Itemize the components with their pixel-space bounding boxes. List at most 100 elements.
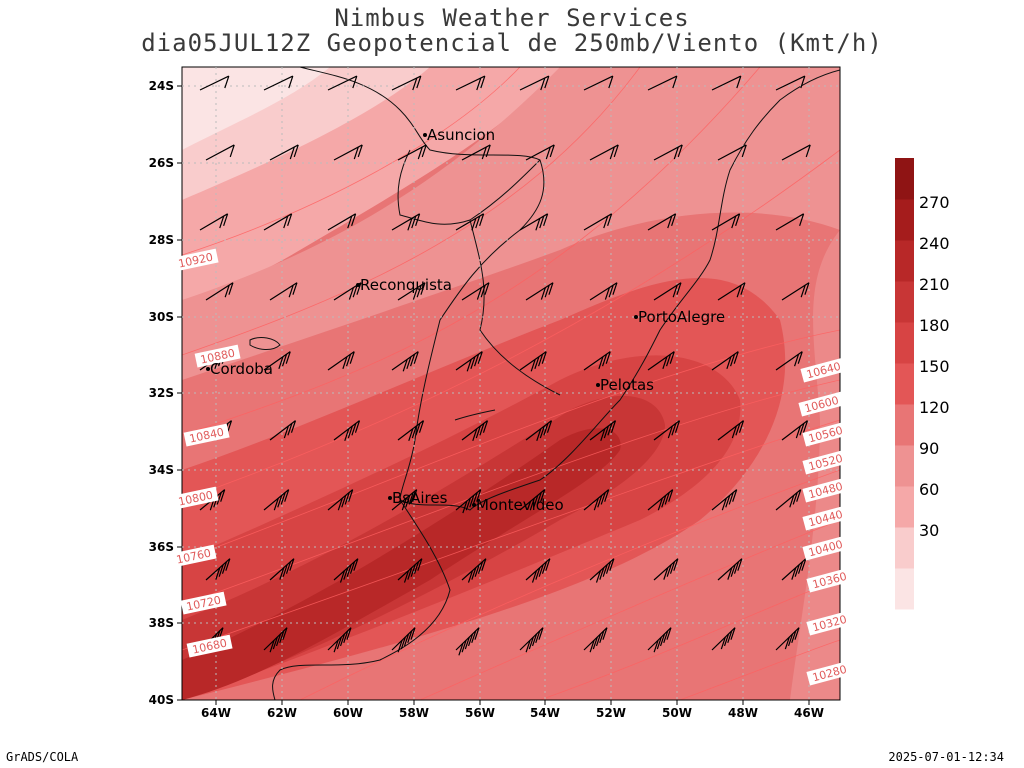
svg-text:Montevideo: Montevideo <box>476 496 564 514</box>
wind-barb <box>717 420 745 441</box>
wind-barb <box>461 282 490 301</box>
color-legend-label: 60 <box>919 480 939 499</box>
lat-tick-label: 26S <box>149 156 174 170</box>
wind-barb <box>583 213 613 231</box>
color-legend-label: 240 <box>919 234 950 253</box>
wind-barb <box>589 144 619 161</box>
svg-text:Reconquista: Reconquista <box>360 276 452 294</box>
color-legend-label: 150 <box>919 357 950 376</box>
lon-tick-label: 48W <box>728 706 758 720</box>
wind-barb <box>711 351 739 371</box>
wind-barb <box>199 75 230 91</box>
color-legend-label: 180 <box>919 316 950 335</box>
wind-barb <box>263 75 294 91</box>
wind-barb <box>455 351 483 372</box>
color-legend-label: 30 <box>919 521 939 540</box>
city-label: Montevideo <box>472 496 564 514</box>
city-label: Cordoba <box>206 360 273 378</box>
wind-barb <box>775 75 806 91</box>
wind-barb <box>717 144 747 161</box>
wind-barb <box>455 213 485 231</box>
wind-barb <box>525 420 553 441</box>
wind-barb <box>653 144 683 161</box>
wind-barb <box>333 420 361 441</box>
wind-barb <box>781 144 811 161</box>
color-legend-swatch <box>895 322 914 364</box>
wind-barb <box>781 282 810 301</box>
lat-tick-label: 40S <box>149 693 174 707</box>
svg-text:Asuncion: Asuncion <box>427 126 495 144</box>
wind-barb <box>397 282 426 301</box>
wind-barb <box>711 75 742 91</box>
wind-barb <box>519 489 546 511</box>
wind-barb <box>263 351 291 371</box>
wind-barbs <box>199 75 811 656</box>
wind-barb <box>519 75 550 91</box>
wind-barb <box>327 489 354 511</box>
chart-subtitle: dia05JUL12Z Geopotencial de 250mb/Viento… <box>141 29 883 57</box>
wind-barb <box>583 627 608 653</box>
color-legend-label: 210 <box>919 275 950 294</box>
wind-barb <box>711 627 736 651</box>
lat-tick-label: 36S <box>149 540 174 554</box>
wind-barb <box>775 489 802 511</box>
svg-text:BsAires: BsAires <box>392 489 448 507</box>
wind-barb <box>653 282 682 301</box>
wind-barb <box>205 558 231 581</box>
color-legend-swatch <box>895 486 914 528</box>
color-legend <box>895 158 914 610</box>
color-legend-swatch <box>895 281 914 323</box>
wind-barb <box>781 558 807 581</box>
wind-barb <box>525 144 555 161</box>
color-legend-swatch <box>895 527 914 569</box>
wind-barb <box>205 282 234 301</box>
color-legend-swatch <box>895 240 914 282</box>
wind-barb <box>589 282 618 301</box>
city-label: BsAires <box>388 489 448 507</box>
lon-tick-label: 46W <box>794 706 824 720</box>
city-label: Asuncion <box>423 126 495 144</box>
lon-tick-label: 56W <box>465 706 495 720</box>
wind-barb <box>333 144 363 161</box>
wind-barb <box>711 213 741 231</box>
wind-barb <box>461 144 491 161</box>
wind-barb <box>647 351 675 371</box>
wind-barb <box>391 213 421 231</box>
lat-tick-label: 24S <box>149 79 174 93</box>
color-legend-swatch <box>895 363 914 405</box>
wind-barb <box>205 144 235 161</box>
wind-barb <box>647 75 678 91</box>
color-legend-swatch <box>895 445 914 487</box>
lon-tick-label: 50W <box>662 706 692 720</box>
wind-barb <box>269 144 299 161</box>
wind-barb <box>461 558 487 583</box>
wind-barb <box>327 627 352 653</box>
color-legend-label: 120 <box>919 398 950 417</box>
wind-barb <box>391 351 419 372</box>
wind-barb <box>269 420 297 441</box>
color-legend-swatch <box>895 568 914 610</box>
wind-barb <box>333 558 359 583</box>
color-legend-label: 270 <box>919 193 950 212</box>
wind-barb <box>391 627 416 653</box>
wind-barb <box>647 489 674 511</box>
color-legend-label: 90 <box>919 439 939 458</box>
wind-barb <box>327 75 358 91</box>
wind-barb <box>455 489 482 514</box>
wind-barb <box>397 144 427 161</box>
wind-barb <box>519 627 544 653</box>
svg-text:PortoAlegre: PortoAlegre <box>638 308 725 326</box>
lon-tick-label: 64W <box>201 706 231 720</box>
city-label: PortoAlegre <box>634 308 725 326</box>
city-label: Reconquista <box>356 276 452 294</box>
footer-left: GrADS/COLA <box>6 750 79 764</box>
wind-barb <box>653 420 681 441</box>
lon-tick-label: 62W <box>267 706 297 720</box>
wind-barb <box>589 420 617 441</box>
lon-tick-label: 54W <box>530 706 560 720</box>
svg-text:Cordoba: Cordoba <box>210 360 273 378</box>
wind-barb <box>525 282 554 301</box>
wind-barb <box>199 213 229 231</box>
lat-tick-label: 28S <box>149 233 174 247</box>
